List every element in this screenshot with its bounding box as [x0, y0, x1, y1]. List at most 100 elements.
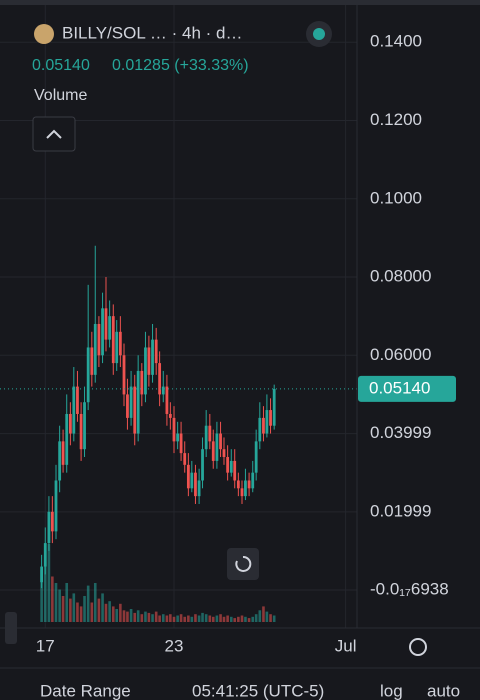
time: 05:41:25 (UTC-5) — [192, 681, 324, 700]
candle-body — [247, 480, 251, 489]
volume-bar — [172, 616, 176, 622]
candle-body — [197, 480, 201, 497]
auto-toggle[interactable]: auto — [427, 681, 460, 700]
volume-bar — [54, 583, 58, 622]
reset-button[interactable] — [227, 548, 259, 580]
volume-bar — [179, 614, 183, 622]
candle-body — [222, 449, 226, 458]
volume-bar — [51, 576, 54, 622]
candle-body — [179, 433, 183, 454]
y-tick-label: 0.06000 — [370, 345, 431, 364]
x-tick-label: 23 — [165, 636, 184, 655]
candle-body — [194, 472, 197, 497]
candle-body — [115, 331, 119, 364]
y-tick-label: 0.03999 — [370, 423, 431, 442]
candle-body — [161, 386, 165, 395]
candle-body — [58, 441, 62, 481]
candle-body — [101, 308, 104, 356]
volume-bar — [47, 544, 51, 622]
volume-bar — [83, 596, 86, 622]
volume-bar — [72, 593, 76, 622]
token-logo — [34, 24, 54, 44]
volume-bar — [43, 550, 47, 622]
candle-body — [65, 413, 69, 465]
volume-bar — [272, 615, 276, 622]
status-dot — [313, 28, 325, 40]
candle-body — [151, 339, 154, 375]
volume-bar — [208, 615, 212, 622]
y-tick-label: 0.1000 — [370, 188, 422, 207]
candle-body — [272, 388, 276, 426]
candle-body — [133, 386, 137, 434]
candle-body — [269, 410, 272, 426]
y-tick-label: 0.1400 — [370, 32, 422, 51]
symbol[interactable]: BILLY/SOL … · 4h · d… — [62, 23, 242, 42]
volume-bar — [211, 616, 215, 622]
candle-body — [226, 457, 230, 473]
chevron-icon — [46, 129, 62, 139]
volume-bar — [219, 614, 222, 622]
volume-label: Volume — [34, 87, 87, 104]
volume-bar — [65, 583, 69, 622]
candle-body — [144, 347, 147, 395]
volume-bar — [237, 616, 240, 622]
volume-bar — [247, 618, 251, 622]
volume-bar — [119, 603, 122, 622]
volume-bar — [101, 593, 104, 622]
volume-bar — [115, 609, 119, 622]
volume-bar — [144, 611, 147, 622]
candle-body — [136, 370, 140, 434]
candle-body — [251, 472, 255, 489]
volume-bar — [61, 596, 65, 622]
volume-bar — [244, 616, 247, 622]
volume-bar — [265, 611, 269, 622]
reset-icon — [235, 555, 252, 572]
candle-body — [183, 453, 187, 465]
candle-body — [190, 472, 194, 489]
candle-body — [47, 511, 51, 544]
last-price-label: 0.05140 — [369, 378, 430, 397]
candle-body — [233, 460, 237, 481]
last-price-box — [358, 375, 456, 402]
candle-body — [176, 433, 180, 442]
log-toggle[interactable]: log — [380, 681, 403, 700]
volume-bar — [40, 570, 43, 622]
candle-body — [118, 331, 122, 356]
candle-body — [201, 449, 204, 481]
settings-icon[interactable] — [409, 638, 427, 656]
collapse-button[interactable] — [32, 116, 76, 152]
volume-bar — [215, 615, 219, 622]
volume-bar — [194, 614, 197, 622]
volume-bar — [226, 615, 229, 622]
volume-bar — [154, 611, 158, 622]
volume-bar — [190, 616, 194, 622]
price: 0.05140 — [32, 57, 90, 74]
candle-body — [97, 323, 101, 356]
volume-bar — [97, 598, 101, 622]
candle-body — [90, 347, 94, 375]
candle-body — [111, 316, 115, 364]
volume-bar — [108, 601, 111, 622]
candle-body — [262, 417, 265, 434]
volume-bar — [197, 615, 201, 622]
x-tick-label: Jul — [335, 636, 357, 655]
candle-body — [244, 480, 247, 497]
volume-bar — [183, 616, 187, 622]
volume-bar — [136, 610, 140, 622]
candle-body — [172, 417, 176, 442]
candle-body — [50, 511, 54, 532]
date-range[interactable]: Date Range — [40, 681, 131, 700]
candle-body — [168, 413, 172, 418]
candle-body — [93, 323, 97, 375]
candle-body — [76, 386, 79, 414]
volume-bar — [233, 618, 237, 622]
volume-bar — [86, 585, 90, 622]
volume-bar — [129, 609, 133, 622]
volume-bar — [258, 610, 262, 622]
scroll-left[interactable] — [5, 612, 17, 644]
volume-bar — [161, 614, 165, 622]
candle-body — [240, 488, 244, 497]
candle-body — [236, 480, 240, 489]
volume-bar — [229, 616, 233, 622]
